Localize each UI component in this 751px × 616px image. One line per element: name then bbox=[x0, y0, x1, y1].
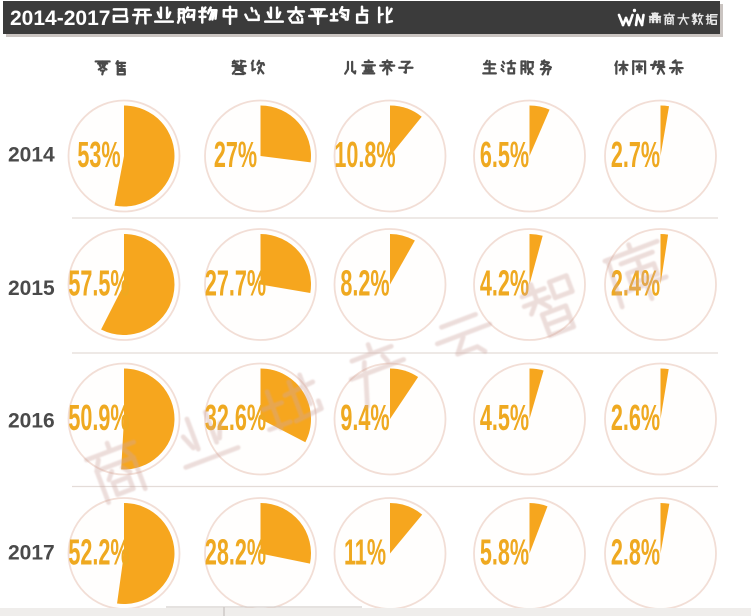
svg-text:10.8%: 10.8% bbox=[334, 135, 395, 175]
svg-text:2014: 2014 bbox=[8, 143, 55, 166]
svg-text:4.5%: 4.5% bbox=[480, 398, 529, 438]
svg-text:2.6%: 2.6% bbox=[611, 398, 660, 438]
svg-text:2015: 2015 bbox=[8, 277, 55, 300]
svg-text:11%: 11% bbox=[344, 533, 386, 573]
svg-text:28.2%: 28.2% bbox=[205, 533, 266, 573]
svg-text:2014-2017: 2014-2017 bbox=[10, 7, 110, 30]
svg-text:2.8%: 2.8% bbox=[611, 533, 660, 573]
svg-text:57.5%: 57.5% bbox=[68, 264, 129, 304]
svg-text:2016: 2016 bbox=[8, 409, 55, 432]
svg-text:27%: 27% bbox=[214, 135, 257, 175]
svg-text:2017: 2017 bbox=[8, 542, 55, 565]
svg-text:6.5%: 6.5% bbox=[480, 135, 529, 175]
svg-text:2.7%: 2.7% bbox=[611, 135, 660, 175]
svg-text:27.7%: 27.7% bbox=[205, 264, 266, 304]
svg-text:53%: 53% bbox=[77, 135, 120, 175]
svg-text:5.8%: 5.8% bbox=[480, 533, 529, 573]
svg-text:8.2%: 8.2% bbox=[340, 264, 389, 304]
svg-text:50.9%: 50.9% bbox=[68, 398, 129, 438]
svg-text:52.2%: 52.2% bbox=[68, 533, 129, 573]
